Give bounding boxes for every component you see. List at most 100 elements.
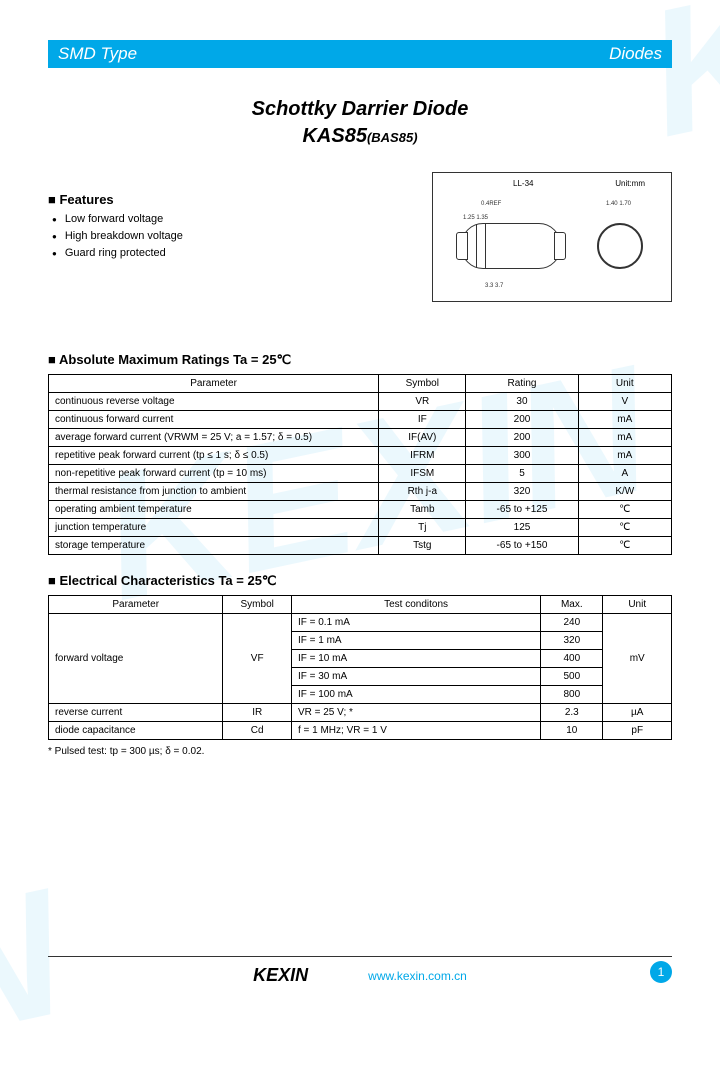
table-cell: Tstg [379,537,466,555]
table-cell: V [578,393,671,411]
table-cell: Tamb [379,501,466,519]
table-cell: storage temperature [49,537,379,555]
table-cell: IFRM [379,447,466,465]
table-row: average forward current (VRWM = 25 V; a … [49,429,672,447]
footer-logo: KEXIN [253,965,308,986]
table-cell: mA [578,411,671,429]
table-row: diode capacitanceCdf = 1 MHz; VR = 1 V10… [49,722,672,740]
table-cell: junction temperature [49,519,379,537]
features-block: Features Low forward voltage High breakd… [48,172,392,264]
table-cell: K/W [578,483,671,501]
dim-bottom: 3.3 3.7 [485,283,503,289]
footer-url: www.kexin.com.cn [368,969,467,983]
header-bar: SMD Type Diodes [48,40,672,68]
table-cell: 200 [466,429,578,447]
table-cell: mA [578,447,671,465]
dim-left: 1.25 1.35 [463,215,488,221]
amr-col: Parameter [49,375,379,393]
table-cell: Tj [379,519,466,537]
elec-col: Symbol [223,596,292,614]
table-cell: VR [379,393,466,411]
table-cell: IR [223,704,292,722]
table-cell: 800 [541,686,603,704]
table-cell: 2.3 [541,704,603,722]
table-cell: 30 [466,393,578,411]
diagram-unit-label: Unit:mm [615,179,645,188]
amr-col: Rating [466,375,578,393]
table-cell: 240 [541,614,603,632]
title-main: Schottky Darrier Diode [48,98,672,121]
table-cell: Rth j-a [379,483,466,501]
table-cell: ℃ [578,519,671,537]
table-cell: IF = 30 mA [291,668,540,686]
features-heading: Features [48,192,392,207]
table-row: continuous forward currentIF200mA [49,411,672,429]
table-cell: 300 [466,447,578,465]
table-row: non-repetitive peak forward current (tp … [49,465,672,483]
elec-col: Parameter [49,596,223,614]
watermark: K [690,854,720,1084]
feature-item: Low forward voltage [52,213,392,225]
dim-top: 0.4REF [481,201,501,207]
table-row: repetitive peak forward current (tp ≤ 1 … [49,447,672,465]
features-list: Low forward voltage High breakdown volta… [48,213,392,259]
table-cell: 200 [466,411,578,429]
table-cell: Cd [223,722,292,740]
table-cell: -65 to +125 [466,501,578,519]
table-row: thermal resistance from junction to ambi… [49,483,672,501]
table-cell: thermal resistance from junction to ambi… [49,483,379,501]
component-outline [461,223,561,269]
amr-heading: Absolute Maximum Ratings Ta = 25℃ [48,352,672,368]
amr-col: Symbol [379,375,466,393]
table-cell: 5 [466,465,578,483]
table-cell: repetitive peak forward current (tp ≤ 1 … [49,447,379,465]
table-row: operating ambient temperatureTamb-65 to … [49,501,672,519]
feature-item: Guard ring protected [52,247,392,259]
table-cell: ℃ [578,537,671,555]
dim-circle: 1.40 1.70 [606,201,631,207]
table-cell: diode capacitance [49,722,223,740]
elec-footnote: * Pulsed test: tp = 300 µs; δ = 0.02. [48,746,672,757]
elec-col: Test conditons [291,596,540,614]
table-cell: IF = 1 mA [291,632,540,650]
amr-table: Parameter Symbol Rating Unit continuous … [48,374,672,555]
table-row: junction temperatureTj125℃ [49,519,672,537]
page-number: 1 [650,961,672,983]
table-cell: µA [603,704,672,722]
table-cell: 500 [541,668,603,686]
table-row: storage temperatureTstg-65 to +150℃ [49,537,672,555]
header-left: SMD Type [58,44,137,64]
table-cell: VR = 25 V; * [291,704,540,722]
diagram-pkg-label: LL-34 [513,179,533,188]
elec-table: Parameter Symbol Test conditons Max. Uni… [48,595,672,740]
table-cell: IFSM [379,465,466,483]
table-row: forward voltageVFIF = 0.1 mA240mV [49,614,672,632]
table-cell: 10 [541,722,603,740]
table-cell: 400 [541,650,603,668]
table-cell: operating ambient temperature [49,501,379,519]
table-cell: IF = 10 mA [291,650,540,668]
elec-heading: Electrical Characteristics Ta = 25℃ [48,573,672,589]
table-row: reverse currentIRVR = 25 V; *2.3µA [49,704,672,722]
table-cell: continuous forward current [49,411,379,429]
feature-item: High breakdown voltage [52,230,392,242]
elec-col: Unit [603,596,672,614]
table-cell: ℃ [578,501,671,519]
table-cell: 125 [466,519,578,537]
title-part: KAS85(BAS85) [48,125,672,148]
table-cell: mA [578,429,671,447]
table-cell: IF(AV) [379,429,466,447]
component-endview [597,223,643,269]
footer: KEXIN www.kexin.com.cn 1 [48,956,672,986]
amr-col: Unit [578,375,671,393]
table-cell: continuous reverse voltage [49,393,379,411]
table-cell: non-repetitive peak forward current (tp … [49,465,379,483]
package-diagram: LL-34 Unit:mm 0.4REF 1.25 1.35 3.3 3.7 1… [432,172,672,302]
table-cell: f = 1 MHz; VR = 1 V [291,722,540,740]
table-cell: reverse current [49,704,223,722]
elec-col: Max. [541,596,603,614]
header-right: Diodes [609,44,662,64]
table-cell: VF [223,614,292,704]
table-cell: forward voltage [49,614,223,704]
title-block: Schottky Darrier Diode KAS85(BAS85) [48,98,672,148]
